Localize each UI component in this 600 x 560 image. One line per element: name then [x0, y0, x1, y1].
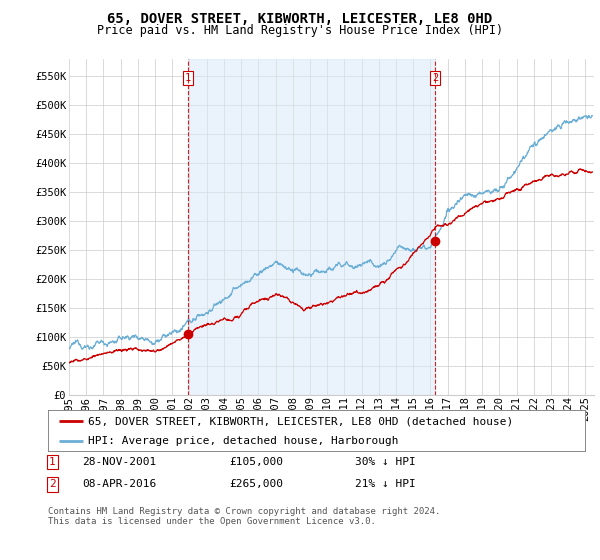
Text: 28-NOV-2001: 28-NOV-2001 [82, 457, 157, 467]
Text: 1: 1 [49, 457, 56, 467]
Text: 21% ↓ HPI: 21% ↓ HPI [355, 479, 416, 489]
Text: £265,000: £265,000 [229, 479, 283, 489]
Text: 65, DOVER STREET, KIBWORTH, LEICESTER, LE8 0HD: 65, DOVER STREET, KIBWORTH, LEICESTER, L… [107, 12, 493, 26]
Text: 2: 2 [432, 73, 438, 83]
Text: £105,000: £105,000 [229, 457, 283, 467]
Text: Price paid vs. HM Land Registry's House Price Index (HPI): Price paid vs. HM Land Registry's House … [97, 24, 503, 36]
Text: 08-APR-2016: 08-APR-2016 [82, 479, 157, 489]
Text: HPI: Average price, detached house, Harborough: HPI: Average price, detached house, Harb… [88, 436, 399, 446]
Text: 30% ↓ HPI: 30% ↓ HPI [355, 457, 416, 467]
Bar [188, 59, 435, 395]
Text: 65, DOVER STREET, KIBWORTH, LEICESTER, LE8 0HD (detached house): 65, DOVER STREET, KIBWORTH, LEICESTER, L… [88, 417, 514, 427]
Text: 1: 1 [185, 73, 191, 83]
Text: Contains HM Land Registry data © Crown copyright and database right 2024.
This d: Contains HM Land Registry data © Crown c… [48, 507, 440, 526]
Text: 2: 2 [49, 479, 56, 489]
